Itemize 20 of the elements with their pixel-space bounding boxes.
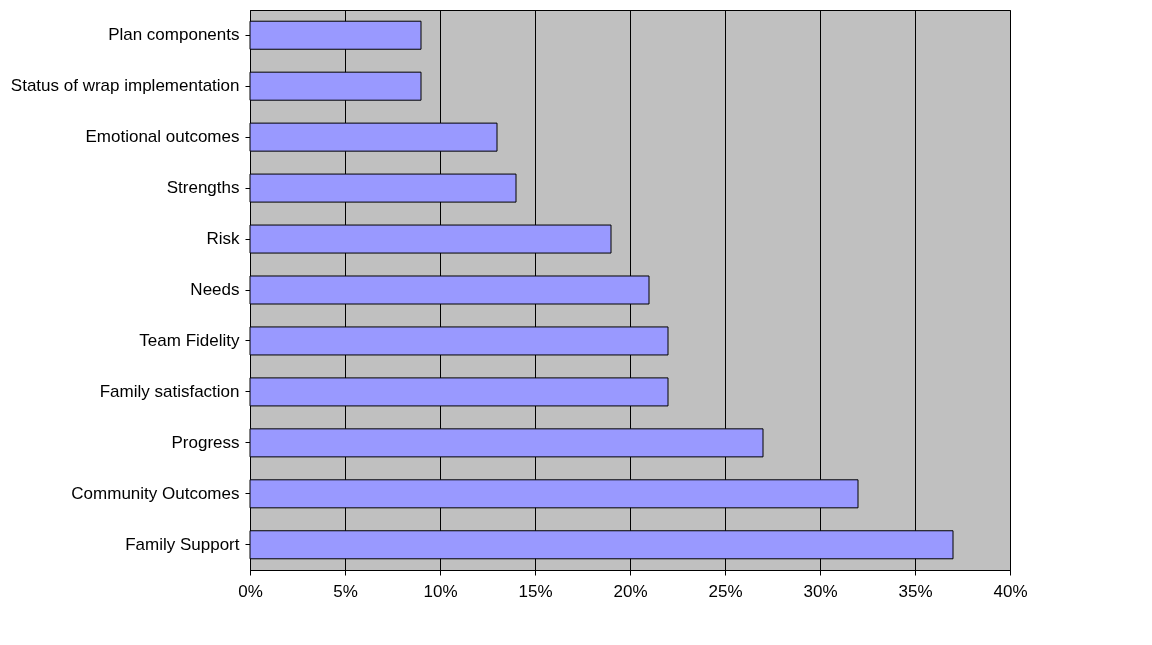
- x-tick-label: 10%: [423, 581, 458, 601]
- y-tick-label: Community Outcomes: [71, 483, 240, 503]
- y-tick-label: Family Support: [125, 534, 240, 554]
- y-tick-label: Emotional outcomes: [85, 127, 240, 147]
- y-tick-label: Strengths: [166, 178, 240, 198]
- y-tick-label: Needs: [190, 280, 240, 299]
- x-tick-label: 15%: [518, 581, 553, 601]
- x-tick-label: 20%: [613, 581, 648, 601]
- y-tick-label: Team Fidelity: [139, 330, 240, 350]
- y-tick-label: Family satisfaction: [99, 381, 240, 401]
- x-tick-label: 30%: [803, 581, 838, 601]
- y-tick-label: Risk: [206, 229, 240, 249]
- x-tick-label: 35%: [898, 581, 933, 601]
- x-tick-label: 40%: [993, 581, 1028, 601]
- y-tick-label: Status of wrap implementation: [10, 76, 240, 96]
- x-tick-label: 0%: [238, 581, 263, 601]
- y-tick-label: Plan components: [108, 25, 240, 45]
- x-tick-label: 25%: [708, 581, 743, 601]
- x-tick-label: 5%: [333, 581, 358, 601]
- y-tick-label: Progress: [171, 432, 240, 452]
